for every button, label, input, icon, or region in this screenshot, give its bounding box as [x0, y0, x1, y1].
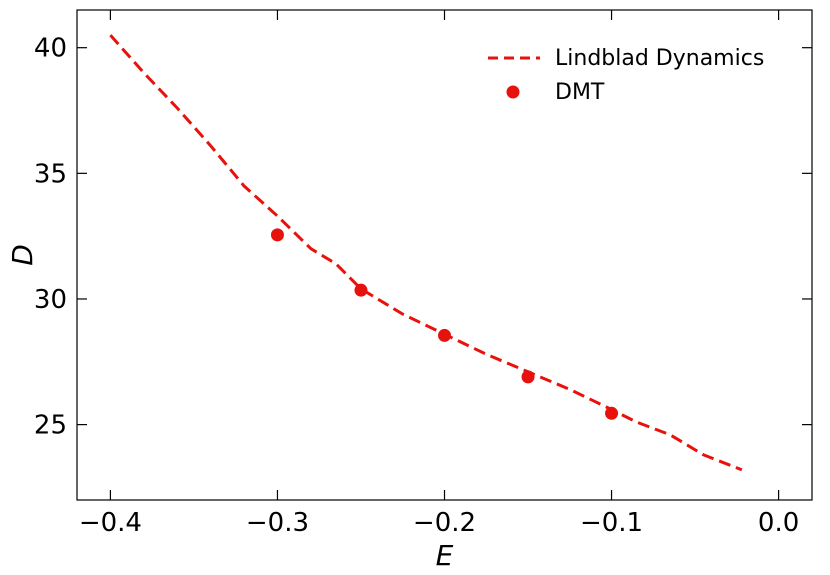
dmt-point — [521, 370, 535, 384]
y-axis-label: D — [6, 244, 39, 266]
dmt-point — [270, 228, 284, 242]
plot-series — [109, 34, 743, 472]
series-line-lindblad — [109, 34, 743, 472]
y-tick-label: 25 — [34, 411, 67, 441]
dmt-point — [438, 328, 451, 342]
y-tick-label: 30 — [34, 285, 67, 315]
legend-marker-sample — [506, 85, 520, 99]
legend-label-lindblad: Lindblad Dynamics — [555, 46, 764, 71]
y-axis-ticks: 25 30 35 40 — [34, 34, 812, 441]
dmt-point — [354, 283, 368, 297]
x-tick-label: 0.0 — [758, 508, 799, 538]
x-axis-label: E — [436, 539, 454, 572]
legend: Lindblad Dynamics DMT — [488, 46, 764, 105]
x-axis-ticks: −0.4 −0.3 −0.2 −0.1 0.0 — [79, 10, 799, 538]
y-tick-label: 40 — [34, 34, 67, 64]
x-tick-label: −0.2 — [413, 508, 476, 538]
x-tick-label: −0.3 — [246, 508, 309, 538]
legend-label-dmt: DMT — [555, 80, 605, 105]
x-tick-label: −0.4 — [79, 508, 142, 538]
plot-frame — [76, 9, 813, 501]
x-tick-label: −0.1 — [580, 508, 643, 538]
y-tick-label: 35 — [34, 159, 67, 189]
dmt-point — [605, 406, 619, 420]
